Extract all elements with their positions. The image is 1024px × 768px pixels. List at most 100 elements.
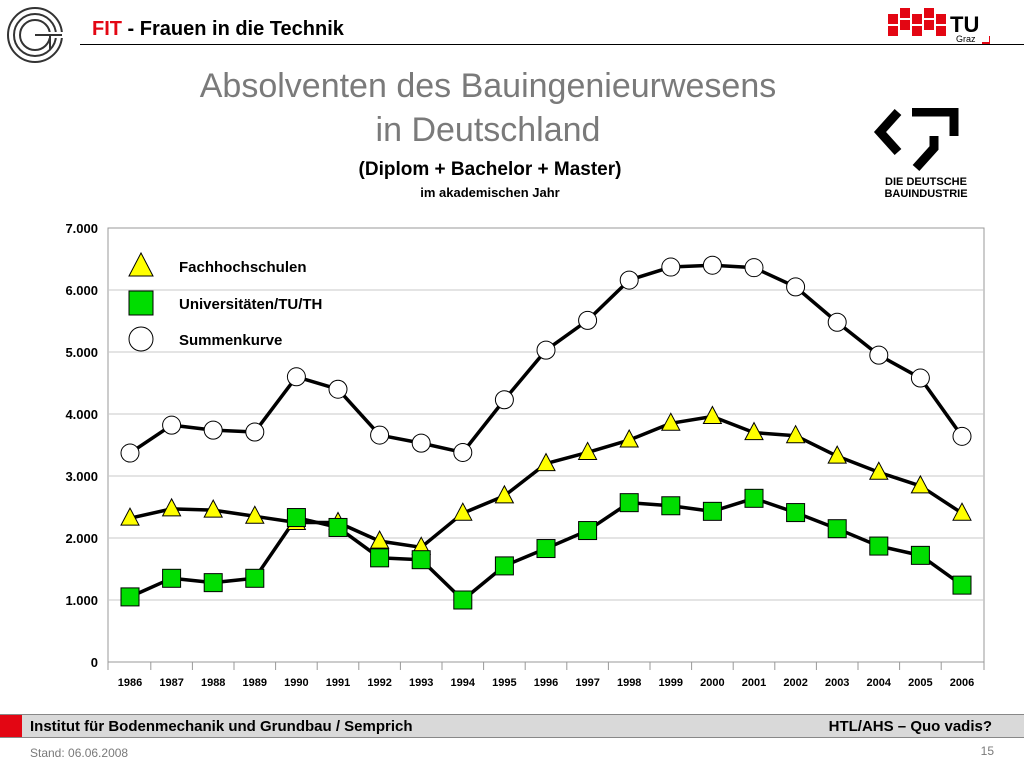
- data-point-circle: [370, 425, 390, 445]
- footer-event: HTL/AHS – Quo vadis?: [828, 718, 992, 735]
- data-point-circle: [578, 310, 598, 330]
- data-point-circle: [827, 312, 847, 332]
- bauindustrie-text: DIE DEUTSCHE BAUINDUSTRIE: [868, 176, 984, 200]
- x-tick-label: 1997: [575, 677, 599, 689]
- y-tick-label: 0: [91, 655, 98, 670]
- x-tick-label: 1996: [534, 677, 558, 689]
- footer-red-block: [0, 715, 22, 737]
- data-point-triangle: [577, 441, 598, 460]
- data-point-triangle: [702, 405, 723, 424]
- y-tick-label: 6.000: [65, 283, 98, 298]
- x-tick-label: 1999: [659, 677, 683, 689]
- x-tick-label: 1986: [118, 677, 142, 689]
- x-tick-label: 2006: [950, 677, 974, 689]
- data-point-square: [578, 521, 598, 541]
- data-point-triangle: [785, 424, 806, 444]
- x-tick-label: 1990: [284, 677, 308, 689]
- legend-marker-circle: [128, 326, 154, 352]
- data-point-circle: [411, 433, 431, 453]
- x-tick-label: 1991: [326, 677, 350, 689]
- data-point-square: [827, 519, 847, 539]
- legend-marker-triangle: [128, 251, 154, 277]
- data-point-square: [494, 556, 514, 576]
- data-point-circle: [494, 390, 514, 410]
- bau-line2: BAUINDUSTRIE: [884, 188, 968, 200]
- legend-label: Summenkurve: [179, 332, 282, 349]
- data-point-square: [619, 493, 639, 513]
- data-point-circle: [702, 255, 722, 275]
- x-tick-label: 1994: [451, 677, 476, 689]
- x-tick-label: 1989: [243, 677, 267, 689]
- data-point-square: [744, 488, 764, 508]
- legend-label: Fachhochschulen: [179, 259, 307, 276]
- data-point-square: [162, 568, 182, 588]
- bau-line1: DIE DEUTSCHE: [885, 176, 967, 188]
- data-point-circle: [536, 340, 556, 360]
- x-tick-label: 2005: [908, 677, 932, 689]
- x-tick-label: 2000: [700, 677, 724, 689]
- data-point-circle: [744, 258, 764, 278]
- data-point-triangle: [744, 421, 764, 441]
- chart-title: (Diplom + Bachelor + Master): [359, 159, 622, 180]
- x-tick-label: 1992: [367, 677, 391, 689]
- plot-area: 0 1.000 2.000 3.000 4.000 5.000 6.000 7.000 1986…: [65, 221, 985, 689]
- header-title: FIT - Frauen in die Technik: [92, 18, 344, 41]
- data-point-circle: [245, 422, 265, 442]
- data-point-triangle: [536, 452, 556, 472]
- data-point-square: [411, 550, 431, 570]
- data-point-triangle: [244, 505, 265, 524]
- data-point-triangle: [952, 502, 972, 521]
- data-point-square: [245, 568, 265, 588]
- institute-logo: [7, 7, 63, 63]
- y-tick-label: 3.000: [65, 469, 98, 484]
- plot-frame: [107, 227, 985, 663]
- data-point-circle: [952, 426, 972, 446]
- data-point-square: [286, 508, 306, 528]
- x-tick-label: 1987: [159, 677, 183, 689]
- data-point-square: [786, 503, 806, 523]
- data-point-circle: [203, 420, 223, 440]
- data-point-circle: [120, 443, 140, 463]
- tu-logo-text: TU: [950, 12, 979, 37]
- x-tick-label: 1998: [617, 677, 641, 689]
- data-point-square: [370, 548, 390, 568]
- slide-title-line1: Absolventen des Bauingenieurwesens: [199, 67, 777, 105]
- graduates-chart: (Diplom + Bachelor + Master) im akademis…: [65, 159, 985, 689]
- data-point-circle: [619, 270, 639, 290]
- data-point-triangle: [868, 461, 889, 480]
- data-point-circle: [453, 442, 473, 462]
- data-point-square: [702, 501, 722, 521]
- y-tick-label: 4.000: [65, 407, 98, 422]
- data-point-triangle: [827, 445, 848, 464]
- footer-date: Stand: 06.06.2008: [30, 746, 129, 760]
- x-tick-label: 2003: [825, 677, 849, 689]
- chart-subtitle: im akademischen Jahr: [420, 185, 559, 200]
- data-point-square: [661, 496, 681, 516]
- data-point-square: [536, 539, 556, 559]
- x-tick-label: 1988: [201, 677, 225, 689]
- data-point-circle: [328, 379, 348, 399]
- data-point-square: [120, 587, 140, 607]
- page-number: 15: [980, 744, 994, 758]
- data-point-triangle: [910, 474, 931, 494]
- x-tick-label: 2002: [783, 677, 807, 689]
- data-point-triangle: [619, 428, 640, 448]
- data-point-square: [952, 575, 972, 595]
- data-point-circle: [786, 277, 806, 297]
- slide-title: Absolventen des Bauingenieurwesens in De…: [88, 64, 888, 152]
- data-point-square: [328, 517, 348, 537]
- data-point-circle: [869, 345, 889, 365]
- header-title-rest: - Frauen in die Technik: [122, 18, 344, 40]
- bauindustrie-logo: [873, 108, 959, 172]
- fit-label: FIT: [92, 18, 122, 40]
- y-tick-label: 7.000: [65, 221, 98, 236]
- data-point-triangle: [369, 530, 390, 549]
- data-point-circle: [910, 368, 930, 388]
- x-tick-label: 1993: [409, 677, 433, 689]
- legend-label: Universitäten/TU/TH: [179, 296, 322, 313]
- data-point-square: [203, 573, 223, 593]
- data-point-square: [910, 545, 930, 565]
- y-tick-label: 1.000: [65, 593, 98, 608]
- footer-institute: Institut für Bodenmechanik und Grundbau …: [30, 718, 413, 735]
- data-point-circle: [286, 367, 306, 387]
